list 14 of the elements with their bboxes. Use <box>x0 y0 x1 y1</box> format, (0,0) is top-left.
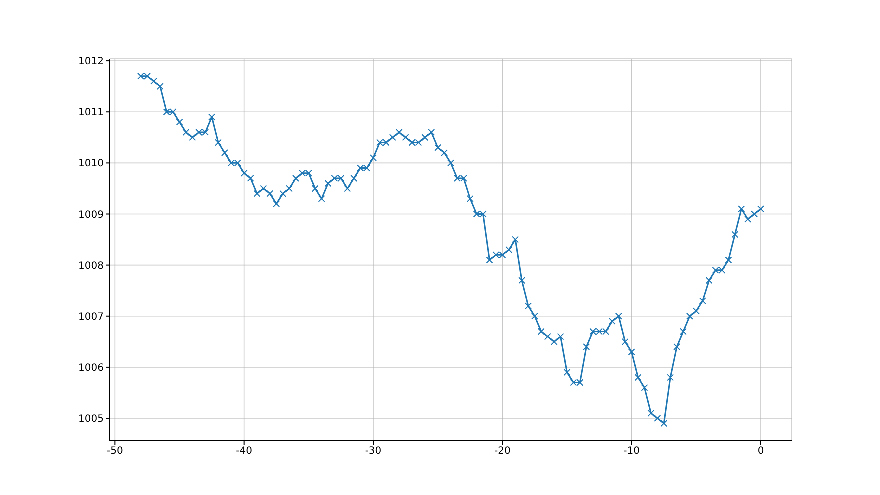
y-tick-label: 1010 <box>78 158 104 170</box>
x-tick-label: -10 <box>624 446 640 458</box>
x-tick-label: -50 <box>106 446 124 458</box>
y-tick-label: 1007 <box>78 312 104 323</box>
y-tick-label: 1011 <box>78 108 104 119</box>
x-tick-label: -20 <box>494 446 511 458</box>
y-tick-label: 1012 <box>78 56 104 68</box>
x-tick-label: -40 <box>236 446 253 458</box>
y-tick-label: 1009 <box>78 210 104 221</box>
x-tick-label: 0 <box>758 446 764 458</box>
y-tick-label: 1006 <box>78 363 104 374</box>
y-tick-label: 1005 <box>78 414 104 426</box>
x-tick-label: -30 <box>365 446 382 458</box>
y-tick-label: 1008 <box>78 260 104 272</box>
